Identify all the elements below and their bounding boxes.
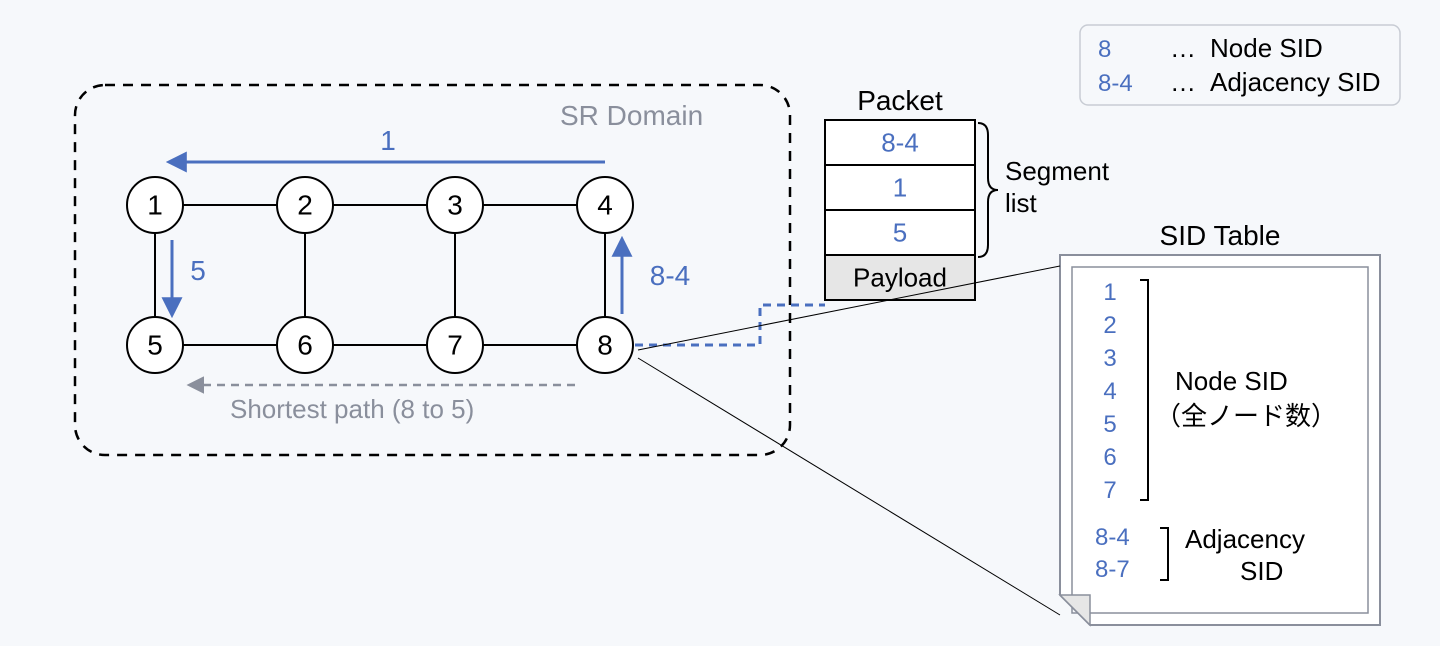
node-label-4: 4	[597, 190, 613, 221]
legend-sid-0: 8	[1098, 36, 1111, 63]
packet-box: 8-4 1 5 Payload	[825, 120, 975, 300]
sid-node-3: 3	[1103, 345, 1116, 372]
segment-list-label-1: Segment	[1005, 156, 1110, 186]
sid-node-5: 5	[1103, 411, 1116, 438]
packet-row-text-0: 8-4	[881, 128, 919, 158]
legend-desc-1: Adjacency SID	[1210, 67, 1381, 97]
adj-sid-label-1: Adjacency	[1185, 524, 1305, 554]
sid-node-2: 2	[1103, 312, 1116, 339]
legend-dots-0: …	[1170, 33, 1196, 63]
legend-desc-0: Node SID	[1210, 33, 1323, 63]
sid-adj-1: 8-7	[1095, 556, 1130, 583]
segment-list-brace	[978, 123, 998, 257]
node-sid-label-2: （全ノード数）	[1155, 401, 1337, 431]
packet-row-text-1: 1	[893, 173, 907, 203]
node-label-6: 6	[297, 330, 313, 361]
graph-edges	[155, 205, 605, 345]
segment-list-label-2: list	[1005, 188, 1038, 218]
node-label-8: 8	[597, 330, 613, 361]
sid-node-4: 4	[1103, 378, 1116, 405]
sid-adj-0: 8-4	[1095, 524, 1130, 551]
sid-table-node-list: 1 2 3 4 5 6 7	[1103, 279, 1116, 504]
node-label-7: 7	[447, 330, 463, 361]
diagram-svg: SR Domain 1 1 2 3 4 5 6 7 8 5 8-4 Shortest path…	[0, 0, 1440, 646]
sid-table-title: SID Table	[1160, 220, 1281, 251]
legend-sid-1: 8-4	[1098, 70, 1133, 97]
node-sid-label-1: Node SID	[1175, 366, 1288, 396]
node-label-2: 2	[297, 190, 313, 221]
node-label-5: 5	[147, 330, 163, 361]
arrow-left-label: 5	[190, 255, 206, 286]
arrow-top-label: 1	[380, 125, 396, 156]
legend-dots-1: …	[1170, 67, 1196, 97]
packet-row-text-3: Payload	[853, 263, 947, 293]
node-label-3: 3	[447, 190, 463, 221]
node-label-1: 1	[147, 190, 163, 221]
packet-connector	[635, 305, 825, 345]
packet-row-text-2: 5	[893, 218, 907, 248]
sid-node-7: 7	[1103, 477, 1116, 504]
callout-line-bottom	[638, 358, 1060, 615]
sr-domain-label: SR Domain	[560, 100, 703, 131]
sid-node-1: 1	[1103, 279, 1116, 306]
shortest-path-label: Shortest path (8 to 5)	[230, 394, 474, 424]
sid-node-6: 6	[1103, 444, 1116, 471]
packet-title: Packet	[857, 85, 943, 116]
adj-sid-label-2: SID	[1240, 556, 1283, 586]
arrow-right-label: 8-4	[650, 260, 690, 291]
